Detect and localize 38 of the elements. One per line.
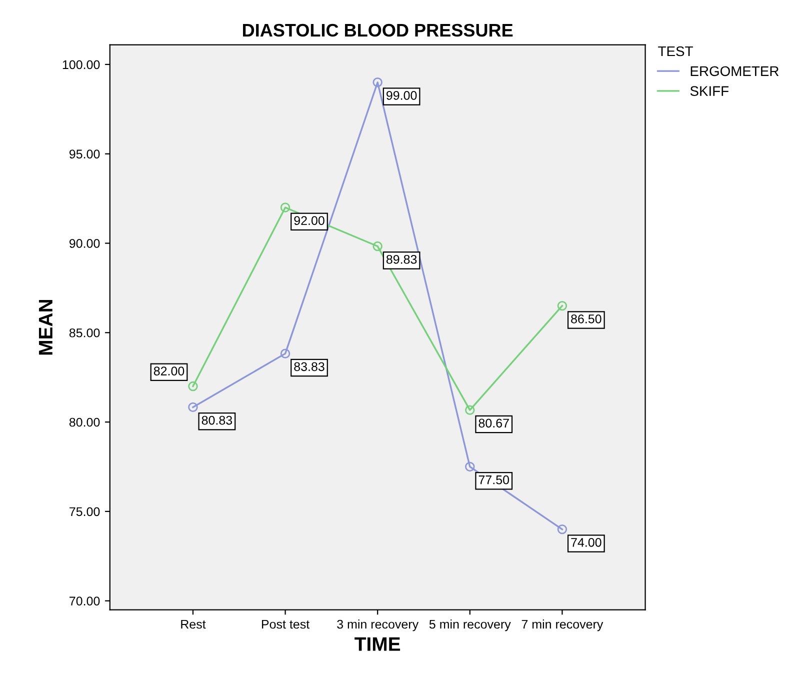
data-label: 89.83	[386, 254, 417, 264]
y-tick-label: 75.00	[70, 507, 100, 516]
data-label: 99.00	[386, 90, 417, 100]
data-label: 82.00	[154, 366, 184, 376]
data-label: 92.00	[294, 216, 324, 225]
point	[557, 300, 568, 311]
point	[280, 348, 290, 358]
x-tick-label: Post test	[262, 620, 310, 629]
data-label: 86.50	[571, 314, 602, 324]
data-label: 77.50	[478, 475, 510, 484]
point	[372, 77, 382, 88]
legend-title: TEST	[658, 46, 693, 56]
point	[465, 462, 475, 472]
y-tick-label: 100.00	[62, 60, 100, 70]
y-tick-label: 85.00	[69, 328, 100, 338]
y-tick-label: 80.00	[69, 418, 100, 427]
x-tick-label: 3 min recovery	[337, 619, 419, 632]
legend-label: ERGOMETER	[690, 66, 779, 76]
y-tick-label: 90.00	[69, 239, 100, 248]
point	[372, 241, 382, 252]
x-tick-label: 5 min recovery	[429, 619, 511, 632]
point	[465, 405, 475, 415]
point	[188, 402, 198, 412]
point	[280, 202, 290, 212]
y-tick-label: 70.00	[70, 596, 100, 606]
x-axis-title: TIME	[354, 637, 400, 651]
legend-label: SKIFF	[690, 86, 729, 96]
y-axis-title: MEAN	[38, 300, 52, 355]
x-tick-label: Rest	[181, 620, 206, 629]
chart-title: DIASTOLIC BLOOD PRESSURE	[243, 24, 513, 37]
point	[557, 524, 568, 534]
y-tick-label: 95.00	[69, 150, 100, 158]
x-tick-label: 7 min recovery	[522, 619, 604, 632]
data-label: 83.83	[294, 362, 324, 372]
data-label: 80.83	[202, 416, 232, 425]
data-label: 74.00	[571, 538, 602, 547]
data-label: 80.67	[478, 418, 509, 428]
point	[188, 381, 198, 392]
